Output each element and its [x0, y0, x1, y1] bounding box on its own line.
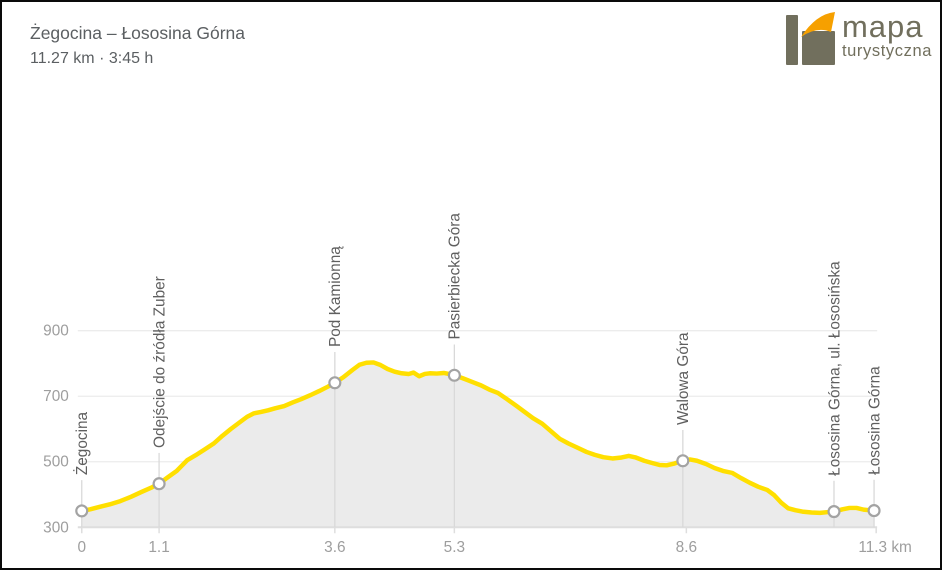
route-header: Żegocina – Łososina Górna 11.27 km · 3:4…	[30, 22, 245, 70]
waypoint-label-2: Pod Kamionną	[327, 246, 344, 347]
elevation-trail-line	[79, 360, 877, 516]
logo-word-turystyczna: turystyczna	[841, 42, 932, 60]
waypoint-marker-3[interactable]	[447, 368, 461, 382]
waypoint-label-5: Łososina Górna, ul. Łososińska	[826, 261, 843, 476]
waypoint-marker-6[interactable]	[867, 504, 881, 518]
route-distance-time: 11.27 km · 3:45 h	[30, 49, 154, 67]
map-logo-icon	[785, 12, 835, 65]
mapa-turystyczna-logo[interactable]: mapa turystyczna	[785, 9, 932, 66]
waypoint-marker-0[interactable]	[75, 504, 89, 518]
waypoint-label-4: Walowa Góra	[675, 332, 692, 425]
waypoint-marker-4[interactable]	[676, 454, 690, 468]
waypoint-label-1: Odejście do źródła Zuber	[151, 276, 168, 448]
y-axis-label-900: 900	[43, 323, 69, 340]
x-axis-label-1.1: 1.1	[148, 539, 169, 556]
waypoint-label-3: Pasierbiecka Góra	[447, 213, 464, 340]
x-axis-label-0: 0	[77, 539, 86, 556]
waypoint-marker-2[interactable]	[328, 376, 342, 390]
logo-word-mapa: mapa	[841, 9, 924, 44]
x-axis-label-11.3: 11.3 km	[858, 539, 912, 556]
waypoint-label-6: Łososina Górna	[866, 366, 883, 475]
logo-wordmark: mapa turystyczna	[841, 9, 932, 60]
x-axis-label-5.3: 5.3	[444, 539, 465, 556]
waypoint-marker-1[interactable]	[152, 477, 166, 491]
x-axis-label-8.6: 8.6	[676, 539, 697, 556]
x-axis-label-3.6: 3.6	[324, 539, 345, 556]
route-title: Żegocina – Łososina Górna	[30, 23, 245, 43]
elevation-area-fill	[81, 362, 875, 528]
y-axis-label-700: 700	[43, 388, 69, 405]
y-axis-label-300: 300	[43, 519, 69, 536]
y-axis-label-500: 500	[43, 454, 69, 471]
waypoint-label-0: Żegocina	[73, 411, 91, 475]
waypoint-marker-5[interactable]	[827, 505, 841, 519]
